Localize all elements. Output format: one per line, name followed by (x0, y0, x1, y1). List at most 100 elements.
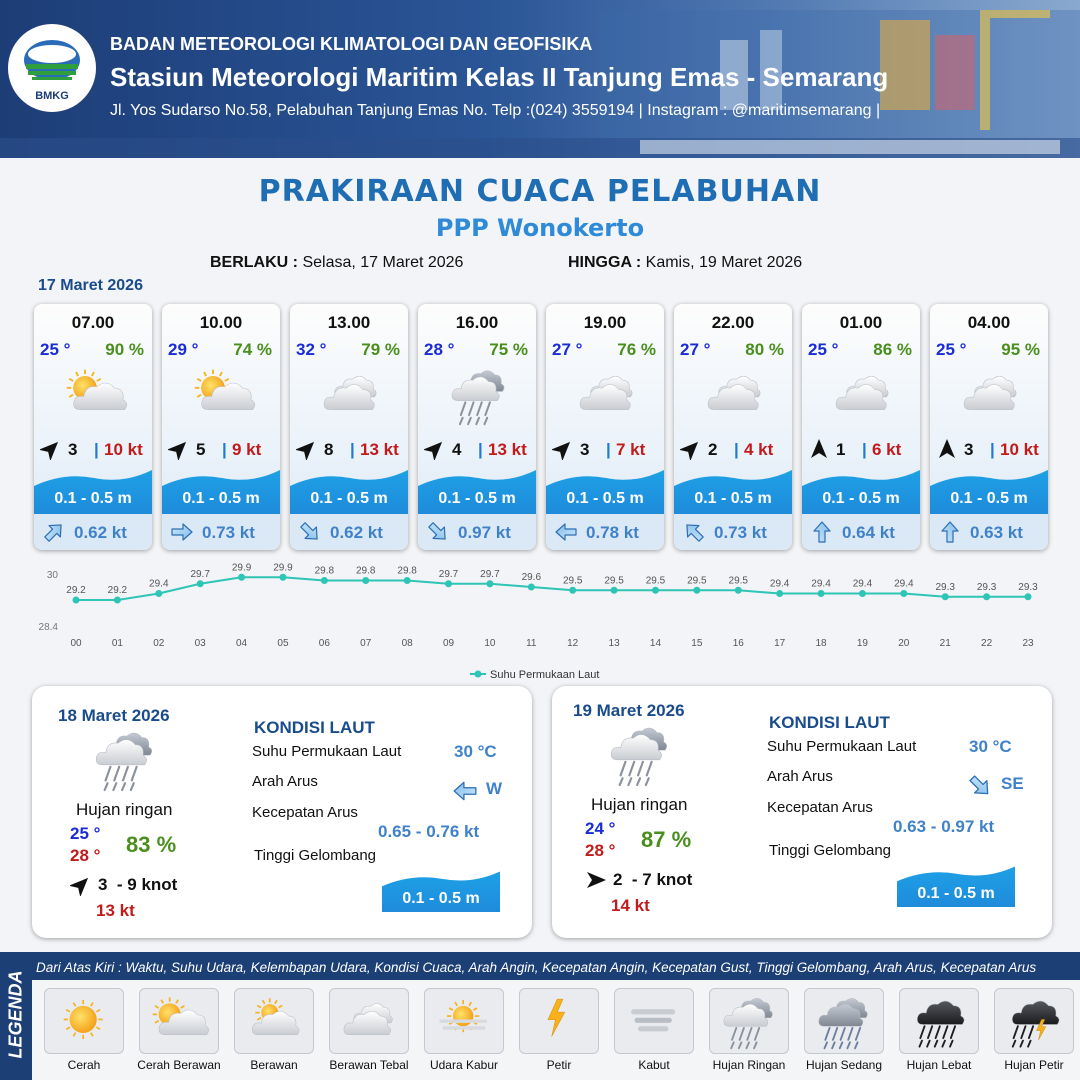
card-wind-speed: 8 (324, 440, 334, 459)
card-wave-height: 0.1 - 0.5 m (182, 490, 260, 507)
current-direction-value: SE (1001, 774, 1024, 793)
x-tick-label: 20 (898, 638, 910, 649)
card-humidity: 75 % (489, 340, 528, 359)
current-direction-value: W (486, 779, 503, 798)
card-wave-height: 0.1 - 0.5 m (438, 490, 516, 507)
card-separator: | (222, 440, 227, 459)
forecast-card: 13.00 32 ° 79 % 8 | 13 kt 0.1 - 0.5 m 0.… (290, 304, 408, 550)
legend-series-label: Suhu Permukaan Laut (490, 669, 599, 681)
legend-item: Kabut (614, 988, 694, 1072)
today-date: 17 Maret 2026 (38, 277, 143, 294)
sst-data-point (693, 586, 701, 594)
sst-data-point (858, 590, 866, 597)
card-current-arrow (426, 520, 450, 544)
card-current-arrow (298, 520, 322, 544)
card-current-speed: 0.78 kt (586, 523, 639, 542)
card-current-arrow (42, 520, 66, 544)
wind-direction-icon (422, 441, 443, 462)
forecast-card: 19.00 27 ° 76 % 3 | 7 kt 0.1 - 0.5 m 0.7… (546, 304, 664, 550)
sst-label: Suhu Permukaan Laut (767, 738, 917, 755)
card-separator: | (350, 440, 355, 459)
y-tick-label: 28.4 (39, 622, 59, 633)
card-current-speed: 0.62 kt (330, 523, 383, 542)
x-tick-label: 19 (857, 638, 869, 649)
sst-data-point (651, 586, 659, 594)
legend-item: Hujan Ringan (709, 988, 789, 1072)
page-title: PRAKIRAAN CUACA PELABUHAN (258, 174, 822, 209)
x-tick-label: 11 (526, 638, 537, 649)
hujan-sedang-icon (818, 998, 868, 1050)
sst-data-label: 29.7 (190, 569, 210, 580)
card-wave-height: 0.1 - 0.5 m (566, 490, 644, 507)
card-wind-speed: 3 (580, 440, 590, 459)
current-direction-label: Arah Arus (252, 773, 318, 790)
legend-side-tab: LEGENDA (0, 952, 32, 1080)
card-weather-icon (828, 366, 898, 426)
card-weather-icon (444, 366, 514, 426)
valid-from-value: Selasa, 17 Maret 2026 (302, 254, 464, 271)
card-temperature: 32 ° (296, 340, 327, 359)
panel-temp-max: 28 ° (70, 846, 101, 865)
panel-weather-icon (605, 723, 675, 787)
berawan-tebal-icon (579, 375, 633, 410)
card-wind-speed: 1 (836, 440, 846, 459)
panel-condition: Hujan ringan (591, 795, 688, 814)
sst-data-point (610, 586, 618, 594)
x-tick-label: 13 (609, 638, 621, 649)
card-wind-arrow (422, 438, 446, 462)
panel-wind-range: 3 - 9 knot (98, 875, 178, 894)
card-wind-speed: 5 (196, 440, 206, 459)
card-wave (162, 464, 280, 514)
current-speed-value: 0.65 - 0.76 kt (378, 822, 480, 841)
card-current-arrow (554, 520, 578, 544)
card-humidity: 79 % (361, 340, 400, 359)
sea-condition-title: KONDISI LAUT (254, 718, 375, 737)
card-separator: | (862, 440, 867, 459)
sst-data-label: 29.3 (1018, 582, 1038, 593)
sst-data-point (113, 596, 121, 604)
legend-icon-box (424, 988, 504, 1054)
current-direction-icon (813, 521, 831, 543)
current-direction-icon (453, 781, 477, 801)
legend-icon-box (994, 988, 1074, 1054)
card-separator: | (990, 440, 995, 459)
sst-line-chart: 30 28.4 29.2 00 29.2 01 29.4 02 29.7 03 29.9 04 29.9… (39, 562, 1039, 681)
panel-wind-arrow (585, 869, 607, 891)
current-direction-label: Arah Arus (767, 768, 833, 785)
udara-kabur-icon (439, 999, 487, 1033)
valid-to-value: Kamis, 19 Maret 2026 (645, 254, 803, 271)
bmkg-emblem-icon (24, 40, 80, 80)
card-temperature: 25 ° (936, 340, 967, 359)
agency-name: BADAN METEOROLOGI KLIMATOLOGI DAN GEOFIS… (110, 34, 593, 54)
card-wind-arrow (678, 438, 702, 462)
sst-data-label: 29.5 (729, 575, 749, 586)
cerah-berawan-icon (66, 369, 127, 410)
card-time: 07.00 (71, 313, 115, 332)
card-wind-arrow (936, 438, 958, 460)
card-gust: 4 kt (744, 440, 774, 459)
panel-condition: Hujan ringan (76, 800, 173, 819)
sst-data-label: 29.8 (397, 566, 417, 577)
forecast-card: 16.00 28 ° 75 % 4 | 13 kt 0.1 - 0.5 m 0.… (418, 304, 536, 550)
wave-shape (162, 470, 280, 514)
legend-item-label: Udara Kabur (429, 1058, 499, 1072)
cerah-icon (63, 999, 103, 1039)
sst-data-point (569, 586, 577, 594)
card-wave (546, 464, 664, 514)
card-weather-icon (60, 366, 130, 426)
forecast-card: 22.00 27 ° 80 % 2 | 4 kt 0.1 - 0.5 m 0.7… (674, 304, 792, 550)
current-direction-icon (969, 775, 989, 795)
sst-data-label: 29.6 (522, 572, 542, 583)
panel-temp-min: 24 ° (585, 819, 616, 838)
panel-humidity: 83 % (126, 832, 177, 857)
port-illustration (0, 10, 1080, 158)
station-address: Jl. Yos Sudarso No.58, Pelabuhan Tanjung… (110, 102, 881, 119)
card-humidity: 74 % (233, 340, 272, 359)
sst-data-point (403, 577, 411, 584)
y-tick-label: 30 (47, 570, 59, 581)
sst-data-label: 29.8 (315, 566, 335, 577)
sst-series-line (76, 576, 1028, 601)
hujan-ringan-icon (723, 998, 773, 1050)
card-temperature: 27 ° (552, 340, 583, 359)
sst-value: 30 °C (454, 742, 497, 761)
